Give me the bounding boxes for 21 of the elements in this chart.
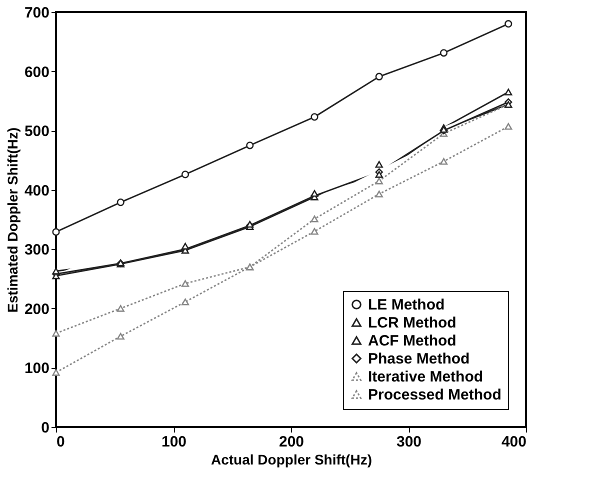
- y-tick-label: 200: [24, 300, 50, 318]
- y-tick-label: 700: [24, 4, 50, 22]
- legend-label: LE Method: [368, 296, 445, 314]
- x-tick-label: 300: [396, 434, 422, 450]
- legend-label: Processed Method: [368, 386, 502, 404]
- x-tick-label: 200: [278, 434, 304, 450]
- y-tick-label: 600: [24, 64, 50, 81]
- legend-label: ACF Method: [368, 332, 456, 350]
- legend-label: Iterative Method: [368, 368, 484, 386]
- y-axis-title: Estimated Doppler Shift(Hz): [4, 127, 20, 313]
- y-tick-label: 100: [24, 360, 50, 378]
- x-tick-label: 400: [501, 434, 526, 450]
- y-tick-label: 500: [24, 123, 50, 140]
- x-tick-label: 0: [56, 434, 65, 450]
- x-axis-title: Actual Doppler Shift(Hz): [211, 452, 372, 468]
- y-tick-label: 400: [24, 182, 50, 200]
- legend-label: LCR Method: [368, 314, 456, 332]
- legend-label: Phase Method: [368, 350, 470, 368]
- y-tick-label: 0: [41, 420, 50, 436]
- x-tick-label: 100: [161, 434, 187, 450]
- y-tick-label: 300: [24, 242, 50, 259]
